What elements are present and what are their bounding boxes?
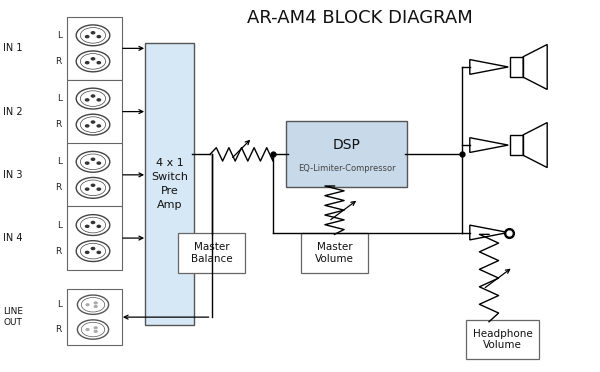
Circle shape <box>86 329 89 330</box>
Text: L: L <box>57 31 62 40</box>
Text: IN 2: IN 2 <box>3 107 23 116</box>
FancyBboxPatch shape <box>178 233 245 273</box>
Circle shape <box>91 95 95 97</box>
Circle shape <box>97 99 100 101</box>
Circle shape <box>76 114 110 135</box>
Text: R: R <box>56 247 62 256</box>
Circle shape <box>76 88 110 109</box>
Circle shape <box>76 241 110 262</box>
Text: L: L <box>57 300 62 309</box>
Circle shape <box>76 51 110 72</box>
FancyBboxPatch shape <box>510 135 523 155</box>
FancyBboxPatch shape <box>510 57 523 77</box>
Circle shape <box>76 25 110 46</box>
FancyBboxPatch shape <box>67 80 122 144</box>
Circle shape <box>86 188 89 190</box>
Text: R: R <box>56 120 62 129</box>
Circle shape <box>97 251 100 253</box>
Circle shape <box>94 327 97 328</box>
Text: IN 1: IN 1 <box>3 44 23 53</box>
Circle shape <box>86 99 89 101</box>
Circle shape <box>86 162 89 164</box>
Circle shape <box>97 225 100 227</box>
Circle shape <box>77 295 109 314</box>
FancyBboxPatch shape <box>67 17 122 80</box>
Circle shape <box>91 121 95 123</box>
Circle shape <box>91 32 95 34</box>
Circle shape <box>77 320 109 339</box>
Circle shape <box>76 215 110 235</box>
Text: IN 4: IN 4 <box>3 233 23 243</box>
Circle shape <box>91 247 95 250</box>
Circle shape <box>97 36 100 38</box>
Text: R: R <box>56 57 62 66</box>
Text: LINE
OUT: LINE OUT <box>3 307 23 327</box>
Circle shape <box>86 251 89 253</box>
Text: AR-AM4 BLOCK DIAGRAM: AR-AM4 BLOCK DIAGRAM <box>247 9 473 27</box>
FancyBboxPatch shape <box>301 233 368 273</box>
FancyBboxPatch shape <box>286 121 407 187</box>
Text: L: L <box>57 221 62 230</box>
Circle shape <box>97 62 100 64</box>
Circle shape <box>94 302 97 304</box>
Circle shape <box>86 225 89 227</box>
Text: Master
Volume: Master Volume <box>315 242 354 264</box>
Text: R: R <box>56 325 62 334</box>
FancyBboxPatch shape <box>67 143 122 207</box>
Circle shape <box>86 62 89 64</box>
Circle shape <box>91 58 95 60</box>
Circle shape <box>94 330 97 332</box>
Text: IN 3: IN 3 <box>3 170 23 180</box>
Circle shape <box>76 177 110 198</box>
FancyBboxPatch shape <box>466 320 539 359</box>
Circle shape <box>86 36 89 38</box>
Circle shape <box>97 188 100 190</box>
Text: Headphone
Volume: Headphone Volume <box>473 328 532 350</box>
Circle shape <box>91 184 95 186</box>
Circle shape <box>97 125 100 127</box>
Text: 4 x 1
Switch
Pre
Amp: 4 x 1 Switch Pre Amp <box>151 158 188 210</box>
Text: EQ-Limiter-Compressor: EQ-Limiter-Compressor <box>298 164 395 173</box>
Text: L: L <box>57 94 62 103</box>
Circle shape <box>86 125 89 127</box>
Text: DSP: DSP <box>332 138 361 152</box>
Text: Master
Balance: Master Balance <box>191 242 232 264</box>
Circle shape <box>91 221 95 224</box>
Text: R: R <box>56 183 62 192</box>
Circle shape <box>86 304 89 305</box>
Circle shape <box>76 151 110 172</box>
FancyBboxPatch shape <box>67 289 122 345</box>
FancyBboxPatch shape <box>67 206 122 270</box>
FancyBboxPatch shape <box>145 43 194 325</box>
Circle shape <box>97 162 100 164</box>
Text: L: L <box>57 157 62 166</box>
Circle shape <box>94 306 97 307</box>
Circle shape <box>91 158 95 160</box>
